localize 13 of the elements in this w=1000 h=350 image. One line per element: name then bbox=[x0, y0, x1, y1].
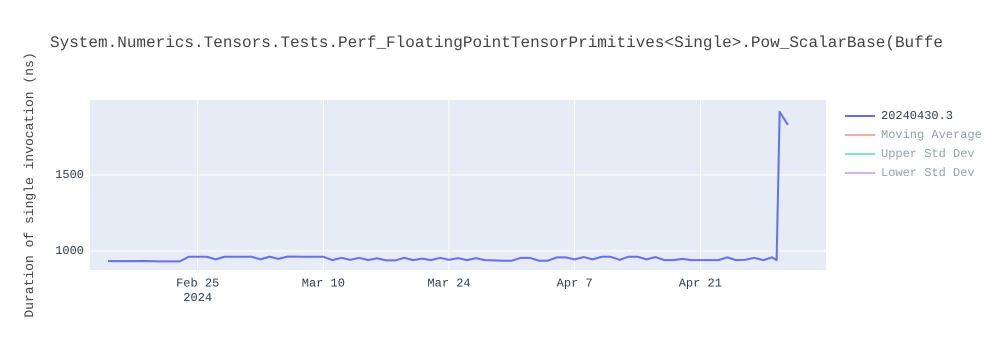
x-tick-label: Mar 10 bbox=[302, 276, 345, 290]
x-tick-label: Feb 25 2024 bbox=[176, 276, 220, 305]
x-tick-label: Mar 24 bbox=[427, 276, 471, 290]
x-tick-label: Apr 21 bbox=[678, 276, 722, 290]
legend-label: 20240430.3 bbox=[881, 108, 954, 122]
y-axis-title: Duration of single invocation (ns) bbox=[22, 52, 38, 318]
legend-label: Moving Average bbox=[881, 128, 982, 142]
y-tick-label: 1000 bbox=[55, 244, 84, 258]
x-tick-label: Apr 7 bbox=[556, 276, 593, 290]
y-tick-label: 1500 bbox=[55, 168, 84, 182]
chart-title: System.Numerics.Tensors.Tests.Perf_FloatingPointTensorPrimitives<Single>.Pow_ScalarBase(Buffe bbox=[50, 34, 943, 52]
legend-label: Lower Std Dev bbox=[881, 166, 975, 180]
legend-label: Upper Std Dev bbox=[881, 146, 975, 160]
